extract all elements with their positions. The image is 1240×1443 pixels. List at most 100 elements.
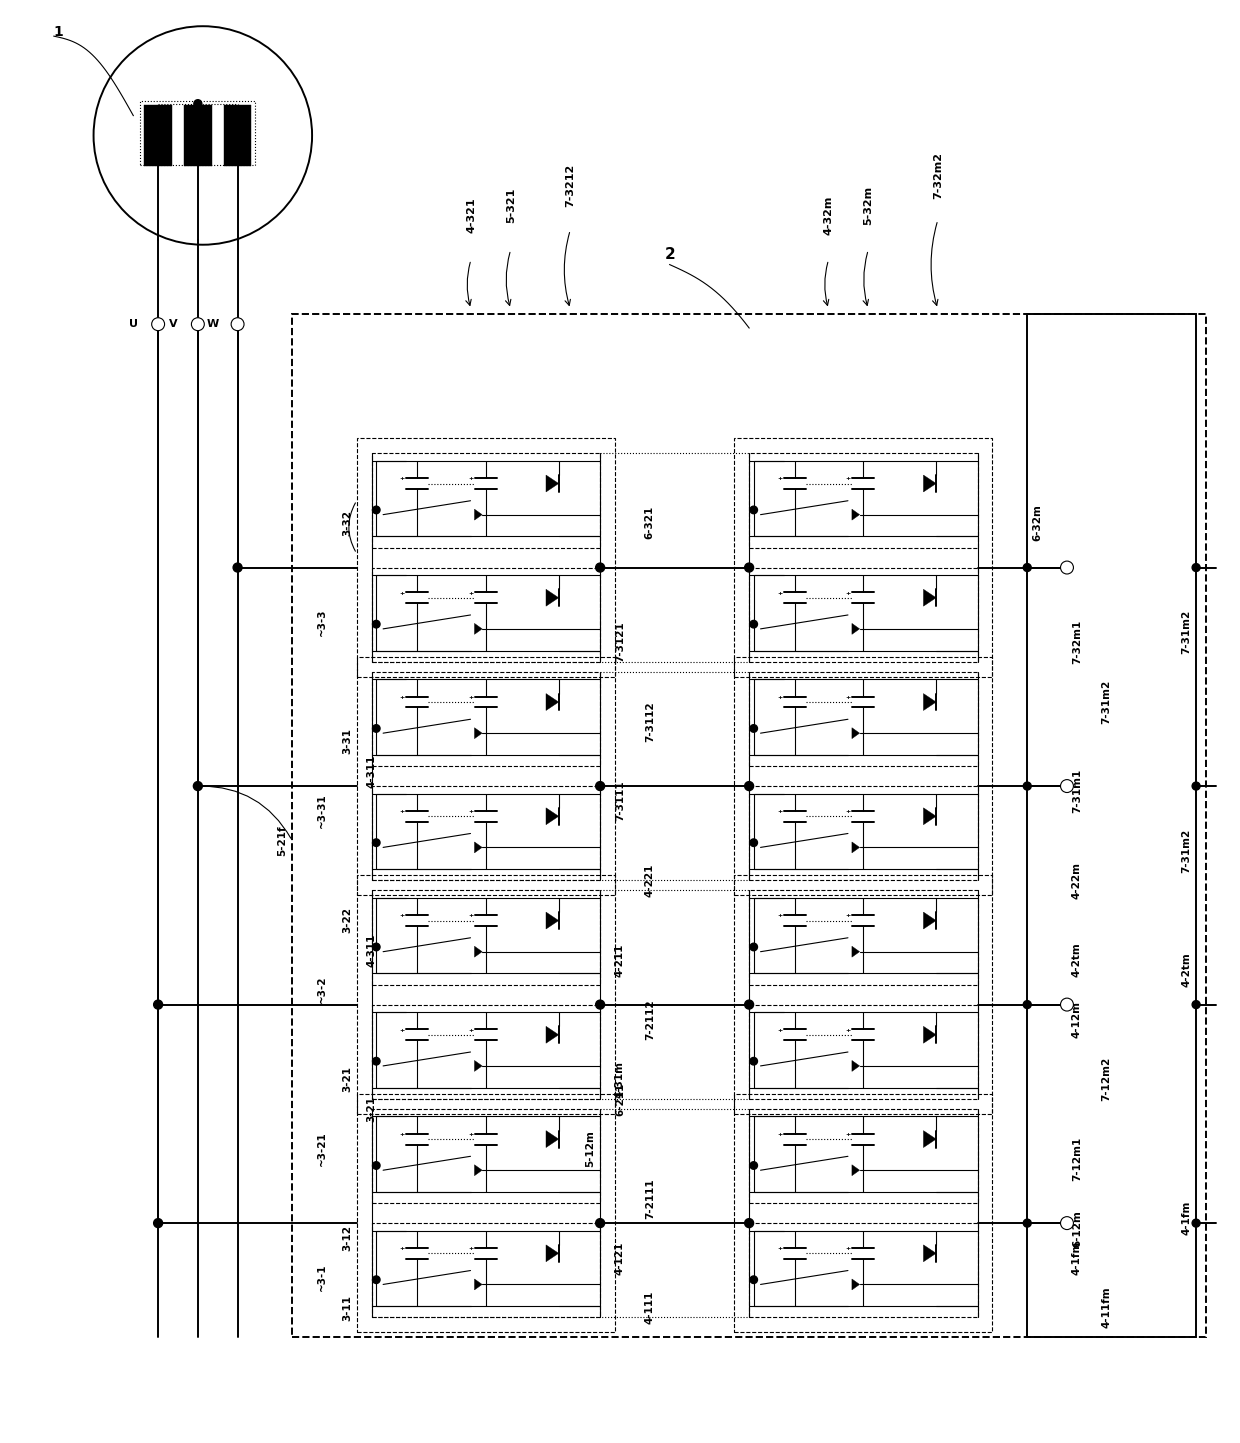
Polygon shape [852, 841, 859, 853]
Circle shape [191, 317, 205, 330]
Polygon shape [852, 509, 859, 519]
Text: +: + [399, 590, 405, 596]
Polygon shape [546, 475, 559, 492]
Bar [749, 672, 977, 766]
Bar [144, 105, 172, 166]
Text: 4-311: 4-311 [367, 755, 377, 788]
Polygon shape [852, 947, 859, 957]
Text: 7-12m2: 7-12m2 [1101, 1056, 1112, 1101]
Text: 4-32m: 4-32m [823, 195, 833, 235]
Text: 5-321: 5-321 [506, 188, 516, 222]
Polygon shape [546, 694, 559, 710]
Text: U: U [129, 319, 138, 329]
Circle shape [372, 506, 379, 514]
Text: V: V [169, 319, 177, 329]
Circle shape [1192, 564, 1200, 571]
Text: ~3-21: ~3-21 [317, 1131, 327, 1166]
Text: 7-3111: 7-3111 [615, 781, 625, 821]
Text: +: + [777, 1131, 782, 1137]
Text: 4-321: 4-321 [466, 198, 476, 232]
Text: 7-31m2: 7-31m2 [1182, 610, 1192, 654]
Text: 4-111: 4-111 [645, 1291, 655, 1325]
Text: 6-32m: 6-32m [1032, 505, 1042, 541]
Circle shape [750, 838, 758, 847]
Circle shape [1192, 1000, 1200, 1009]
Bar [749, 567, 977, 662]
Circle shape [372, 620, 379, 628]
Polygon shape [852, 1061, 859, 1071]
Circle shape [745, 1000, 754, 1009]
Text: 4-2tm: 4-2tm [1071, 942, 1083, 977]
Bar [293, 315, 1207, 1338]
Text: 3-31: 3-31 [342, 729, 352, 755]
Polygon shape [475, 623, 482, 635]
Bar [749, 1108, 977, 1203]
Circle shape [1192, 1219, 1200, 1227]
Text: +: + [777, 696, 782, 700]
Circle shape [595, 1000, 605, 1009]
Polygon shape [546, 589, 559, 606]
Polygon shape [546, 1245, 559, 1261]
Text: 5-32m: 5-32m [863, 186, 873, 225]
Text: +: + [399, 810, 405, 814]
Text: +: + [777, 590, 782, 596]
Polygon shape [852, 623, 859, 635]
Text: 6-12m: 6-12m [1071, 1209, 1083, 1247]
Circle shape [1060, 1216, 1074, 1229]
Circle shape [372, 1058, 379, 1065]
Text: 3-21: 3-21 [367, 1095, 377, 1121]
Polygon shape [924, 1131, 936, 1147]
Polygon shape [924, 808, 936, 825]
Text: W: W [207, 319, 219, 329]
Text: 4-11fm: 4-11fm [1101, 1287, 1112, 1329]
Circle shape [1060, 999, 1074, 1012]
Text: 7-31m2: 7-31m2 [1182, 828, 1192, 873]
Text: 4-311: 4-311 [367, 934, 377, 967]
Text: +: + [846, 1131, 851, 1137]
Text: 7-32m1: 7-32m1 [1071, 620, 1083, 664]
Text: +: + [777, 810, 782, 814]
Text: +: + [469, 696, 474, 700]
Circle shape [372, 1162, 379, 1169]
Polygon shape [475, 1061, 482, 1071]
Bar [1027, 315, 1197, 1338]
Polygon shape [475, 1278, 482, 1290]
Circle shape [1060, 561, 1074, 574]
Text: 3-12: 3-12 [342, 1225, 352, 1251]
Bar [140, 101, 255, 166]
Polygon shape [546, 912, 559, 929]
Text: 2: 2 [665, 247, 675, 263]
Polygon shape [852, 1278, 859, 1290]
Polygon shape [924, 589, 936, 606]
Polygon shape [475, 1165, 482, 1176]
Circle shape [372, 1276, 379, 1283]
Circle shape [595, 1219, 605, 1228]
Text: 7-3212: 7-3212 [565, 163, 575, 206]
Text: 4-121: 4-121 [615, 1241, 625, 1274]
Text: ~3-1: ~3-1 [317, 1264, 327, 1291]
Text: +: + [846, 1247, 851, 1251]
Text: +: + [399, 1247, 405, 1251]
Circle shape [154, 1000, 162, 1009]
Text: +: + [399, 696, 405, 700]
Circle shape [372, 838, 379, 847]
Text: 3-32: 3-32 [342, 509, 352, 535]
Polygon shape [546, 1131, 559, 1147]
Polygon shape [924, 1245, 936, 1261]
Text: 4-31m: 4-31m [615, 1061, 625, 1098]
Text: 7-31m1: 7-31m1 [1071, 769, 1083, 814]
Text: 4-1fm: 4-1fm [1071, 1241, 1083, 1276]
Text: +: + [399, 913, 405, 918]
Text: +: + [777, 1247, 782, 1251]
Bar [357, 657, 615, 895]
Text: 4-22m: 4-22m [1071, 861, 1083, 899]
Text: +: + [469, 810, 474, 814]
Text: +: + [399, 1131, 405, 1137]
Text: 7-2111: 7-2111 [645, 1177, 655, 1218]
Polygon shape [475, 841, 482, 853]
Text: 6-211: 6-211 [615, 1082, 625, 1115]
Bar [223, 105, 252, 166]
Text: 4-221: 4-221 [645, 864, 655, 898]
Text: 4-1fm: 4-1fm [1182, 1201, 1192, 1235]
Circle shape [233, 563, 242, 571]
